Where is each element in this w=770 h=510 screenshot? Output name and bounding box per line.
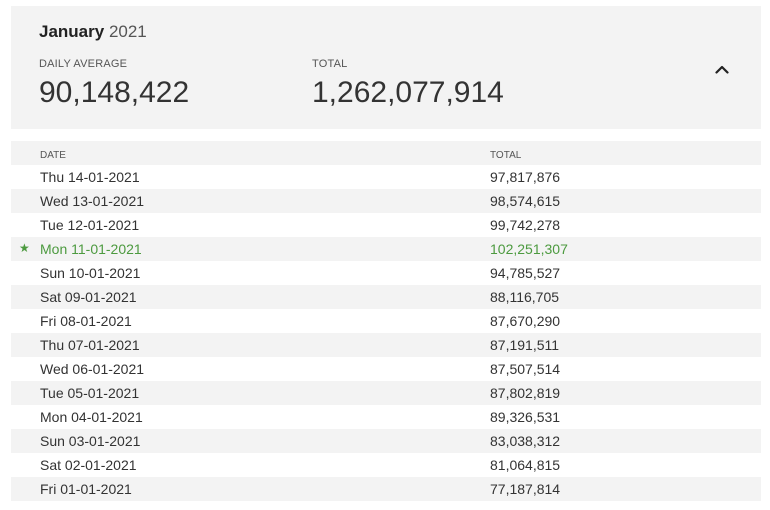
row-total: 83,038,312 <box>490 433 561 449</box>
total-stat: TOTAL 1,262,077,914 <box>312 58 504 110</box>
row-date: Sat 09-01-2021 <box>40 289 137 305</box>
row-date: Fri 01-01-2021 <box>40 481 132 497</box>
table-row: Thu 07-01-2021 87,191,511 <box>11 333 761 357</box>
row-date: Thu 07-01-2021 <box>40 337 140 353</box>
table-row: Fri 01-01-2021 77,187,814 <box>11 477 761 501</box>
table-row: Fri 08-01-2021 87,670,290 <box>11 309 761 333</box>
daily-totals-panel: January 2021 DAILY AVERAGE 90,148,422 TO… <box>11 6 761 501</box>
row-total: 87,191,511 <box>490 337 560 353</box>
daily-average-stat: DAILY AVERAGE 90,148,422 <box>39 58 189 110</box>
table-row: Wed 06-01-2021 87,507,514 <box>11 357 761 381</box>
row-date: Tue 05-01-2021 <box>40 385 140 401</box>
date-column-header: DATE <box>40 150 66 161</box>
row-total: 87,802,819 <box>490 385 561 401</box>
row-total: 88,116,705 <box>490 289 560 305</box>
table-row: Sat 02-01-2021 81,064,815 <box>11 453 761 477</box>
row-date: Sat 02-01-2021 <box>40 457 137 473</box>
row-total: 81,064,815 <box>490 457 561 473</box>
table-row: ★ Mon 11-01-2021 102,251,307 <box>11 237 761 261</box>
row-date: Wed 13-01-2021 <box>40 193 145 209</box>
row-total: 77,187,814 <box>490 481 561 497</box>
daily-average-value: 90,148,422 <box>39 76 190 109</box>
row-date: Mon 04-01-2021 <box>40 409 143 425</box>
month-summary: January 2021 DAILY AVERAGE 90,148,422 TO… <box>11 6 761 129</box>
table-row: Sun 10-01-2021 94,785,527 <box>11 261 761 285</box>
table-row: Sat 09-01-2021 88,116,705 <box>11 285 761 309</box>
row-total: 89,326,531 <box>490 409 561 425</box>
month-year: 2021 <box>108 22 147 41</box>
table-row: Sun 03-01-2021 83,038,312 <box>11 429 761 453</box>
row-total: 98,574,615 <box>490 193 561 209</box>
row-date: Wed 06-01-2021 <box>40 361 145 377</box>
chevron-up-icon <box>715 65 729 74</box>
row-date: Tue 12-01-2021 <box>40 217 140 233</box>
row-total: 87,507,514 <box>490 361 561 377</box>
row-total: 102,251,307 <box>490 241 568 257</box>
table-header: DATE TOTAL <box>11 141 761 165</box>
table-row: Wed 13-01-2021 98,574,615 <box>11 189 761 213</box>
total-column-header: TOTAL <box>490 150 522 161</box>
row-date: Sun 10-01-2021 <box>40 265 141 281</box>
row-total: 87,670,290 <box>490 313 561 329</box>
table-row: Mon 04-01-2021 89,326,531 <box>11 405 761 429</box>
star-icon: ★ <box>19 241 30 255</box>
month-title: January 2021 <box>39 22 147 42</box>
row-date: Fri 08-01-2021 <box>40 313 132 329</box>
row-total: 97,817,876 <box>490 169 561 185</box>
row-date: Sun 03-01-2021 <box>40 433 141 449</box>
row-total: 99,742,278 <box>490 217 561 233</box>
month-name: January <box>39 22 105 41</box>
row-date: Mon 11-01-2021 <box>40 241 142 257</box>
daily-totals-table: DATE TOTAL Thu 14-01-2021 97,817,876 Wed 1… <box>11 141 761 501</box>
row-date: Thu 14-01-2021 <box>40 169 140 185</box>
table-body: Thu 14-01-2021 97,817,876 Wed 13-01-2021 98… <box>11 165 761 501</box>
row-total: 94,785,527 <box>490 265 561 281</box>
table-row: Thu 14-01-2021 97,817,876 <box>11 165 761 189</box>
table-row: Tue 05-01-2021 87,802,819 <box>11 381 761 405</box>
daily-average-label: DAILY AVERAGE <box>39 58 128 70</box>
collapse-button[interactable] <box>711 58 733 80</box>
table-row: Tue 12-01-2021 99,742,278 <box>11 213 761 237</box>
total-label: TOTAL <box>312 58 348 70</box>
total-value: 1,262,077,914 <box>312 76 504 109</box>
